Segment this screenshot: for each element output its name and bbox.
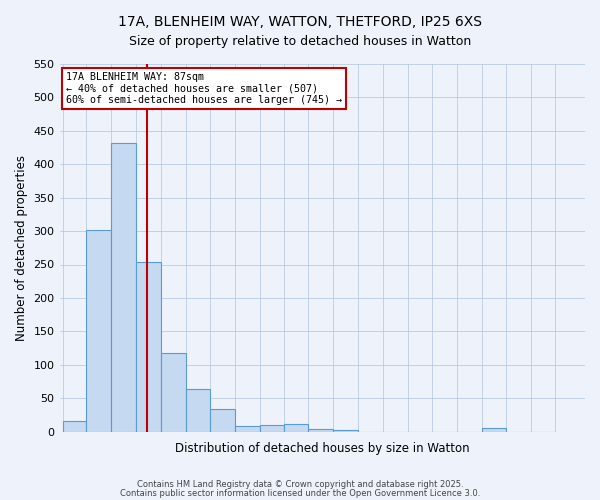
Bar [284, 424, 308, 432]
Bar [86, 230, 111, 432]
Bar [186, 389, 210, 432]
Bar [260, 425, 284, 432]
Text: 17A, BLENHEIM WAY, WATTON, THETFORD, IP25 6XS: 17A, BLENHEIM WAY, WATTON, THETFORD, IP2… [118, 15, 482, 29]
Text: Size of property relative to detached houses in Watton: Size of property relative to detached ho… [129, 35, 471, 48]
Bar [308, 429, 333, 432]
Bar [210, 409, 235, 432]
Text: Contains HM Land Registry data © Crown copyright and database right 2025.: Contains HM Land Registry data © Crown c… [137, 480, 463, 489]
Bar [136, 262, 161, 432]
Bar [111, 143, 136, 432]
Bar [333, 430, 358, 432]
X-axis label: Distribution of detached houses by size in Watton: Distribution of detached houses by size … [175, 442, 470, 455]
Bar [235, 426, 260, 432]
Y-axis label: Number of detached properties: Number of detached properties [15, 155, 28, 341]
Bar [62, 421, 86, 432]
Bar [482, 428, 506, 432]
Text: Contains public sector information licensed under the Open Government Licence 3.: Contains public sector information licen… [120, 488, 480, 498]
Bar [161, 354, 186, 432]
Text: 17A BLENHEIM WAY: 87sqm
← 40% of detached houses are smaller (507)
60% of semi-d: 17A BLENHEIM WAY: 87sqm ← 40% of detache… [65, 72, 341, 105]
